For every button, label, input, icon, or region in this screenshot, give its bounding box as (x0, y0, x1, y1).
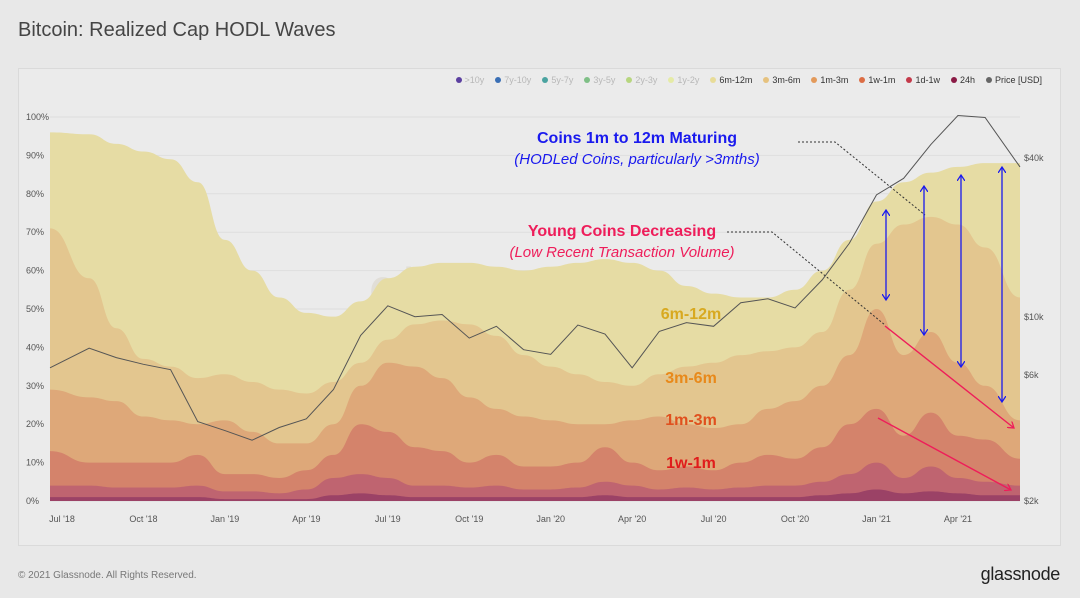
legend-dot-icon (950, 77, 957, 83)
legend-item-3y-5y[interactable]: 3y-5y (584, 75, 615, 85)
x-tick-label: Oct '19 (455, 514, 483, 524)
legend-label: 3y-5y (593, 75, 616, 85)
legend-dot-icon (542, 77, 549, 83)
legend-dot-icon (859, 77, 866, 83)
legend-item-1d-1w[interactable]: 1d-1w (906, 75, 940, 85)
annotation-marks (727, 141, 1014, 490)
y-tick-label: 0% (26, 496, 39, 506)
legend-label: 1m-3m (820, 75, 849, 85)
legend-item-2y-3y[interactable]: 2y-3y (626, 75, 657, 85)
leader-line-maturing (798, 141, 926, 216)
page-title: Bitcoin: Realized Cap HODL Waves (18, 19, 336, 41)
legend-label: 24h (959, 75, 975, 85)
y-tick-label: 100% (26, 112, 49, 122)
legend-label: 1d-1w (915, 75, 940, 85)
legend: >10y 7y-10y 5y-7y 3y-5y 2y-3y 1y-2y 6m-12m 3m-6… (455, 75, 1042, 85)
y-tick-label: 10% (26, 458, 44, 468)
legend-dot-icon (495, 77, 502, 83)
legend-dot-icon (985, 77, 992, 83)
maturing-title: Coins 1m to 12m Maturing (536, 130, 738, 147)
legend-label: 5y-7y (551, 75, 574, 85)
y2-tick-label: $2k (1024, 496, 1039, 506)
legend-dot-icon (455, 77, 462, 83)
price-line (49, 114, 1021, 441)
maturing-subtitle: (HODLed Coins, particularly >3mths) (514, 151, 760, 168)
x-tick-label: Jan '21 (862, 514, 891, 524)
legend-dot-icon (811, 77, 818, 83)
y-tick-label: 20% (26, 419, 44, 429)
y-tick-label: 50% (26, 304, 44, 314)
legend-item-6m-12m[interactable]: 6m-12m (710, 75, 752, 85)
legend-item-5y-7y[interactable]: 5y-7y (542, 75, 573, 85)
brand-logo: glassnode (980, 564, 1061, 584)
legend-dot-icon (584, 77, 591, 83)
legend-item-24h[interactable]: 24h (950, 75, 975, 85)
legend-label: 1y-2y (677, 75, 700, 85)
area-1m-3m (50, 309, 1020, 501)
x-tick-label: Oct '20 (781, 514, 809, 524)
legend-label: 3m-6m (772, 75, 801, 85)
band-label-1w-1m: 1w-1m (666, 455, 716, 472)
legend-dot-icon (710, 77, 717, 83)
y2-tick-label: $6k (1024, 370, 1039, 380)
young-decrease-arrow (884, 325, 1014, 428)
band-label-1m-3m: 1m-3m (665, 412, 717, 429)
legend-item-1w-1m[interactable]: 1w-1m (859, 75, 895, 85)
y-tick-label: 90% (26, 150, 44, 160)
young-title: Young Coins Decreasing (527, 223, 717, 240)
stacked-areas (50, 132, 1020, 502)
y-tick-label: 30% (26, 381, 44, 391)
leader-line-young (727, 231, 886, 326)
legend-item-price-usd-[interactable]: Price [USD] (985, 75, 1042, 85)
area-24h (50, 489, 1020, 501)
legend-label: Price [USD] (994, 75, 1042, 85)
area-1w-1m (50, 408, 1020, 501)
y-tick-label: 60% (26, 266, 44, 276)
x-tick-label: Jan '20 (536, 514, 565, 524)
y-tick-label: 70% (26, 227, 44, 237)
legend-label: >10y (464, 75, 485, 85)
x-tick-label: Apr '21 (944, 514, 972, 524)
x-tick-label: Oct '18 (129, 514, 157, 524)
area-1d-1w (50, 462, 1020, 501)
legend-dot-icon (763, 77, 770, 83)
legend-dot-icon (668, 77, 675, 83)
legend-item--10y[interactable]: >10y (455, 75, 485, 85)
band-label-3m-6m: 3m-6m (665, 370, 717, 387)
x-tick-label: Jul '19 (375, 514, 401, 524)
x-tick-label: Apr '19 (292, 514, 320, 524)
x-tick-label: Apr '20 (618, 514, 646, 524)
legend-item-1y-2y[interactable]: 1y-2y (668, 75, 699, 85)
legend-item-7y-10y[interactable]: 7y-10y (495, 75, 531, 85)
young-subtitle: (Low Recent Transaction Volume) (509, 244, 735, 261)
legend-label: 6m-12m (719, 75, 753, 85)
young-decrease-arrow (877, 417, 1011, 490)
y2-tick-label: $40k (1024, 153, 1044, 163)
copyright: © 2021 Glassnode. All Rights Reserved. (18, 570, 197, 581)
y-tick-label: 40% (26, 342, 44, 352)
legend-label: 2y-3y (635, 75, 658, 85)
legend-label: 1w-1m (868, 75, 896, 85)
y-tick-label: 80% (26, 189, 44, 199)
legend-item-1m-3m[interactable]: 1m-3m (811, 75, 848, 85)
x-tick-label: Jul '20 (701, 514, 727, 524)
legend-dot-icon (906, 77, 913, 83)
price-line-group (49, 114, 1021, 441)
x-tick-label: Jul '18 (49, 514, 75, 524)
band-label-6m-12m: 6m-12m (660, 306, 722, 323)
legend-item-3m-6m[interactable]: 3m-6m (763, 75, 800, 85)
legend-dot-icon (626, 77, 633, 83)
axes: 0% 10% 20% 30% 40% 50% 60% 70% 80% 90% 100% Jul '18… (26, 112, 1044, 524)
x-tick-label: Jan '19 (211, 514, 240, 524)
y2-tick-label: $10k (1024, 312, 1044, 322)
legend-label: 7y-10y (504, 75, 532, 85)
